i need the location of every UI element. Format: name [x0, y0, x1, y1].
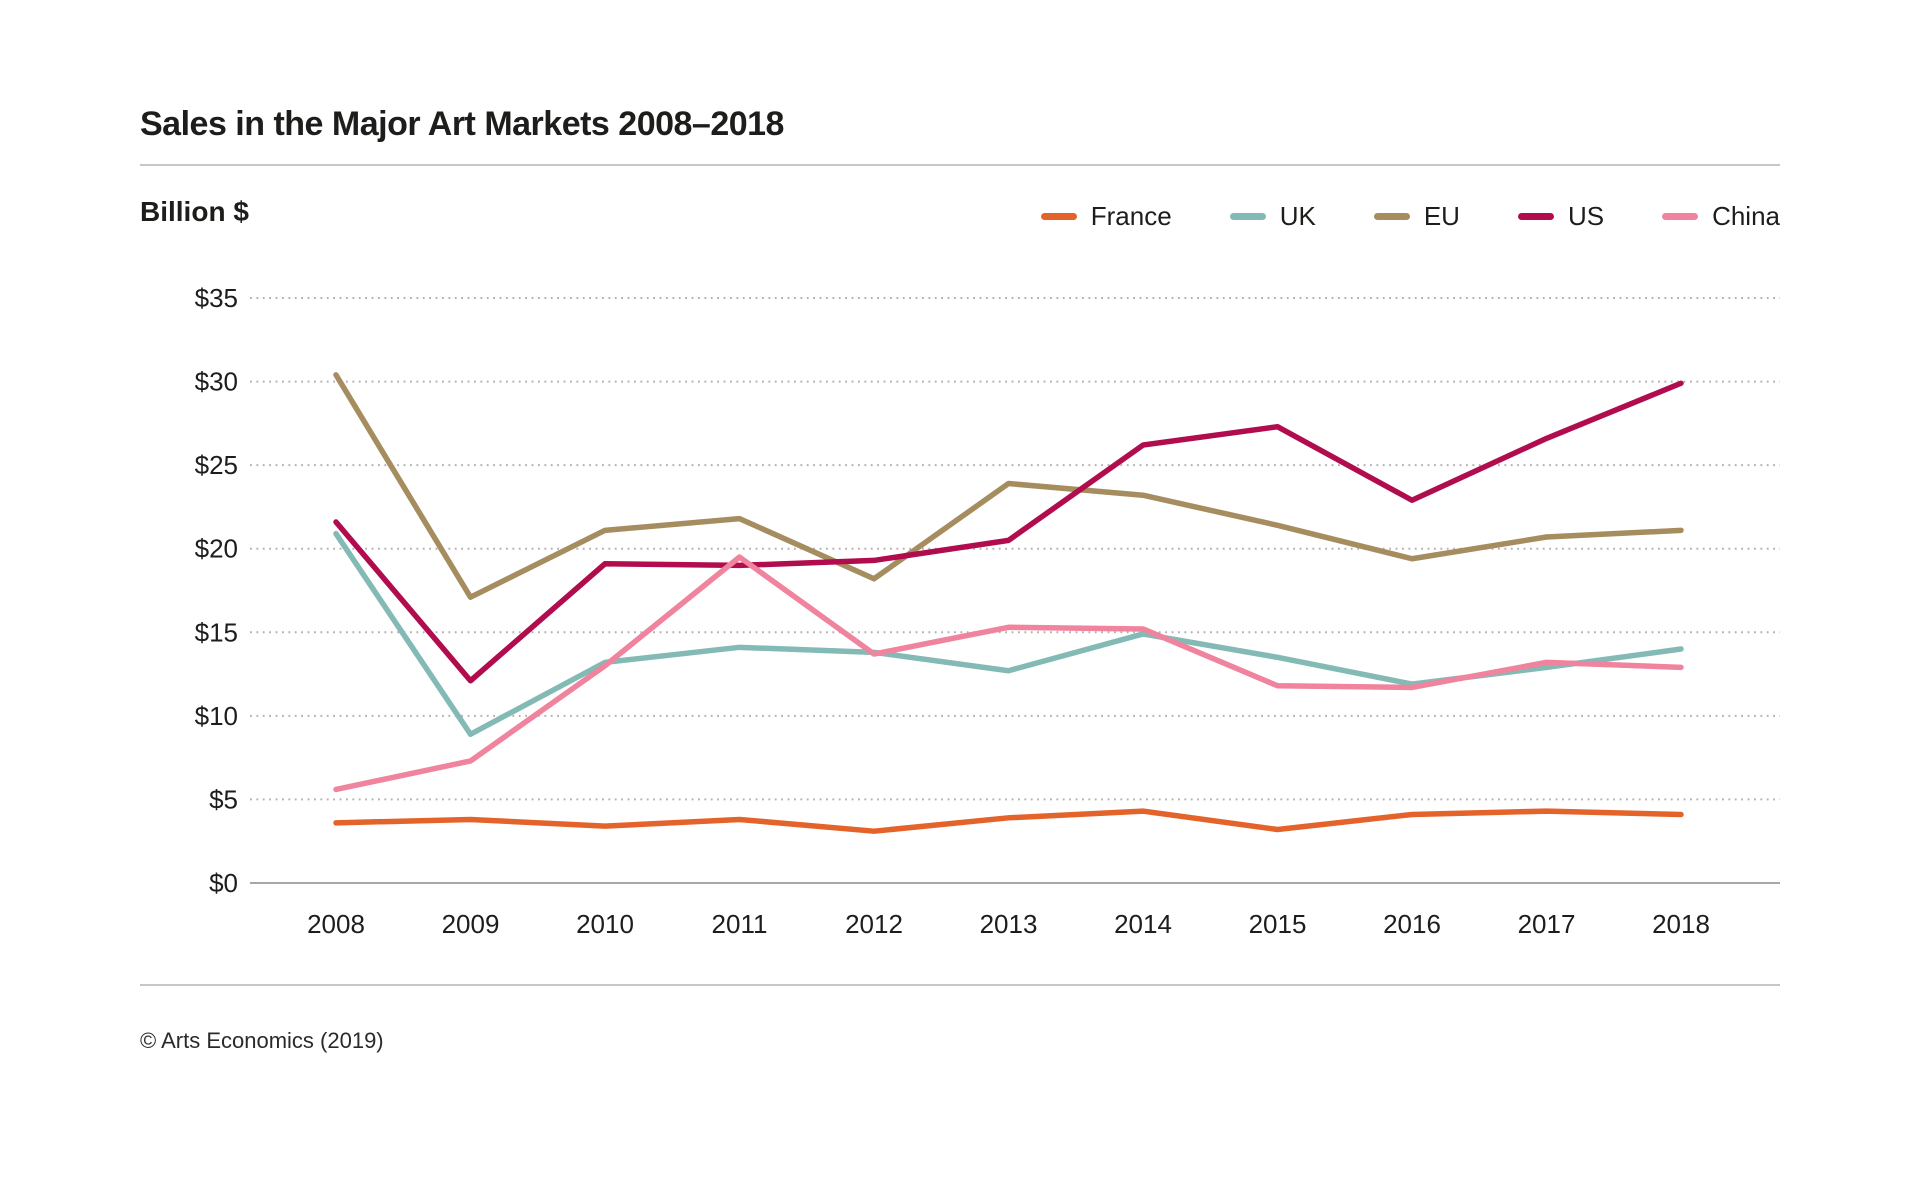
- legend-item-france: France: [1040, 201, 1172, 232]
- legend-swatch-china: [1662, 213, 1699, 220]
- chart-title: Sales in the Major Art Markets 2008–2018: [140, 104, 784, 143]
- legend-label-eu: EU: [1423, 201, 1460, 231]
- x-tick-label: 2011: [712, 909, 768, 939]
- footer-credit: © Arts Economics (2019): [140, 1028, 384, 1053]
- top-divider: [140, 164, 1780, 166]
- legend-swatch-eu: [1373, 213, 1410, 220]
- x-tick-label: 2012: [845, 909, 903, 939]
- legend-swatch-us: [1517, 213, 1554, 220]
- line-france: [333, 808, 1684, 834]
- y-tick-label: $10: [195, 701, 238, 731]
- legend-item-us: US: [1517, 201, 1605, 232]
- legend-swatch-uk: [1229, 213, 1266, 220]
- legend-swatch-france: [1040, 213, 1077, 220]
- legend: France UK EU US China: [1040, 201, 1780, 232]
- line-china: [333, 554, 1684, 793]
- y-tick-label: $15: [195, 617, 238, 647]
- x-tick-label: 2009: [442, 909, 500, 939]
- legend-label-china: China: [1712, 201, 1780, 231]
- y-axis-unit-label: Billion $: [140, 196, 249, 227]
- y-tick-label: $25: [195, 450, 238, 480]
- x-tick-label: 2015: [1249, 909, 1307, 939]
- x-tick-label: 2014: [1114, 909, 1172, 939]
- legend-item-china: China: [1662, 201, 1780, 232]
- legend-label-france: France: [1090, 201, 1172, 231]
- x-tick-label: 2017: [1518, 909, 1576, 939]
- legend-item-eu: EU: [1373, 201, 1460, 232]
- legend-label-us: US: [1567, 201, 1605, 231]
- x-tick-label: 2013: [980, 909, 1038, 939]
- y-tick-label: $35: [195, 283, 238, 313]
- y-tick-label: $0: [209, 868, 238, 898]
- y-tick-label: $20: [195, 534, 238, 564]
- x-tick-label: 2008: [307, 909, 365, 939]
- legend-label-uk: UK: [1279, 201, 1316, 231]
- line-eu: [333, 372, 1684, 600]
- x-tick-label: 2016: [1383, 909, 1441, 939]
- x-tick-label: 2010: [576, 909, 634, 939]
- y-tick-label: $30: [195, 367, 238, 397]
- line-us: [333, 380, 1684, 684]
- y-tick-label: $5: [209, 784, 238, 814]
- bottom-divider: [140, 984, 1780, 986]
- x-tick-label: 2018: [1652, 909, 1710, 939]
- legend-item-uk: UK: [1229, 201, 1316, 232]
